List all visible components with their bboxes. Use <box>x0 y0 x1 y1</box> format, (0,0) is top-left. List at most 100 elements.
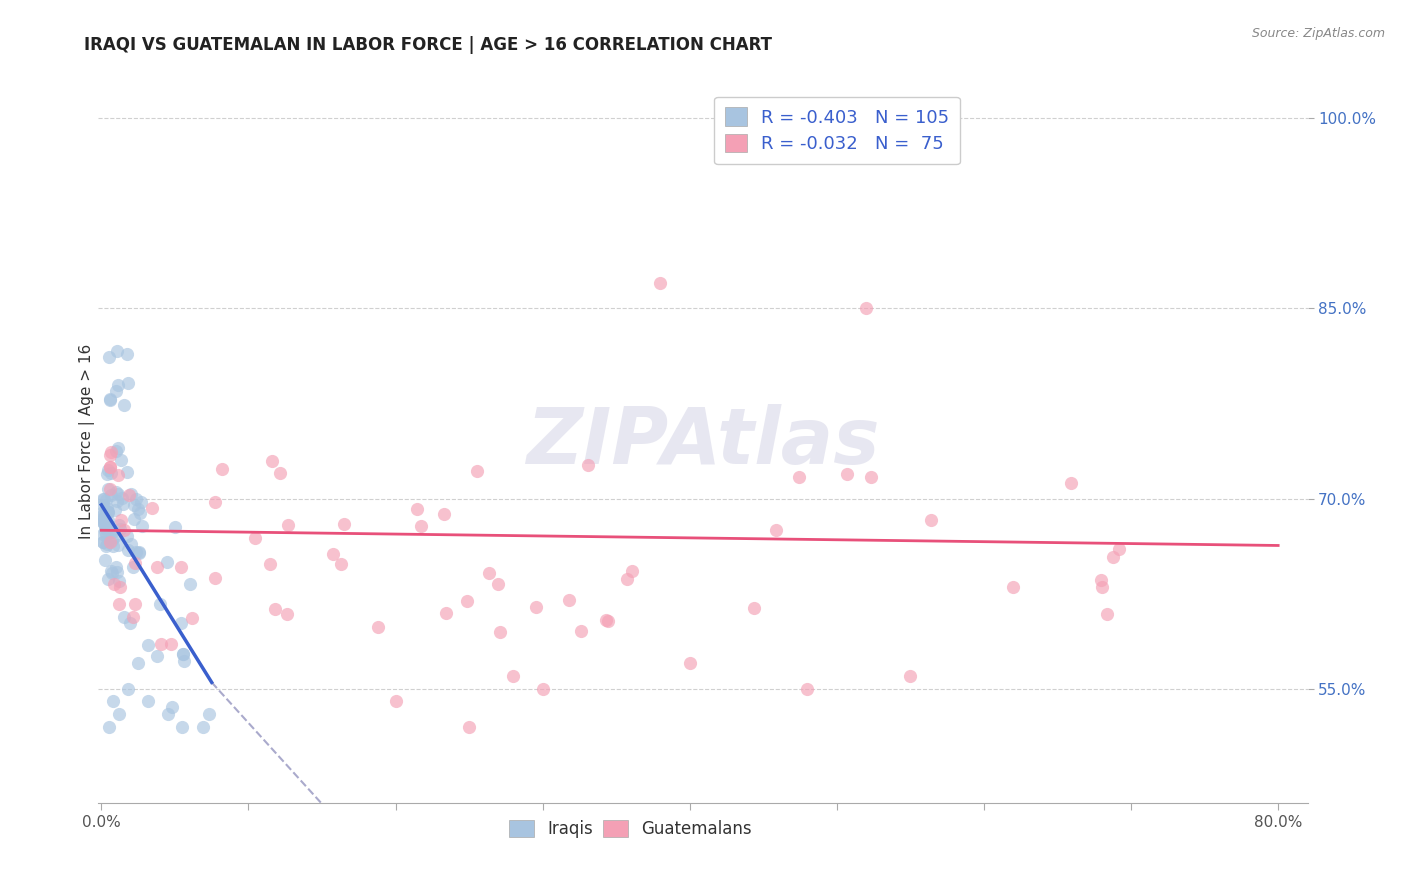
Point <box>124 598 146 612</box>
Point <box>576 458 599 472</box>
Point <box>97 505 120 519</box>
Point <box>104 560 127 574</box>
Point <box>91 535 114 549</box>
Point <box>502 669 524 683</box>
Point <box>127 657 149 671</box>
Point <box>179 577 201 591</box>
Point <box>489 624 512 639</box>
Point <box>117 681 139 696</box>
Point <box>97 505 120 519</box>
Point <box>163 519 186 533</box>
Point <box>98 392 121 407</box>
Text: Source: ZipAtlas.com: Source: ZipAtlas.com <box>1251 27 1385 40</box>
Point <box>108 574 131 588</box>
Point <box>107 538 129 552</box>
Point <box>124 557 146 571</box>
Point <box>91 516 114 530</box>
Point <box>204 571 226 585</box>
Point <box>94 528 117 542</box>
Point <box>101 533 124 548</box>
Point <box>97 519 120 533</box>
Point <box>1060 475 1083 490</box>
Point <box>124 498 146 512</box>
Point <box>100 467 122 481</box>
Point <box>108 597 131 611</box>
Point <box>105 384 128 398</box>
Point <box>160 700 183 714</box>
Point <box>96 467 118 481</box>
Point <box>108 523 131 537</box>
Point <box>103 530 125 544</box>
Point <box>181 611 204 625</box>
Point <box>465 464 488 478</box>
Point <box>558 593 581 607</box>
Point <box>191 720 214 734</box>
Point <box>94 519 117 533</box>
Point <box>107 486 129 500</box>
Point <box>97 572 120 586</box>
Point <box>150 637 173 651</box>
Point <box>620 564 643 578</box>
Point <box>329 557 352 571</box>
Text: ZIPAtlas: ZIPAtlas <box>526 403 880 480</box>
Point <box>110 453 132 467</box>
Point <box>97 350 120 364</box>
Point <box>108 517 131 532</box>
Point <box>91 505 114 519</box>
Point <box>100 445 122 459</box>
Point <box>94 522 117 536</box>
Point <box>486 576 509 591</box>
Point <box>103 577 125 591</box>
Point <box>277 518 299 533</box>
Point <box>94 553 117 567</box>
Point <box>900 669 922 683</box>
Point <box>478 566 501 580</box>
Point <box>93 524 115 539</box>
Point <box>91 508 114 522</box>
Legend: Iraqis, Guatemalans: Iraqis, Guatemalans <box>502 814 759 845</box>
Point <box>204 495 226 509</box>
Point <box>789 469 811 483</box>
Point <box>146 560 169 574</box>
Point <box>97 720 120 734</box>
Point <box>128 545 150 559</box>
Point <box>111 497 134 511</box>
Point <box>129 506 152 520</box>
Point <box>97 483 120 497</box>
Point <box>616 573 638 587</box>
Point <box>170 559 193 574</box>
Point <box>100 488 122 502</box>
Point <box>170 615 193 630</box>
Point <box>411 518 433 533</box>
Point <box>1108 541 1130 556</box>
Point <box>110 513 132 527</box>
Point <box>122 512 145 526</box>
Point <box>91 513 114 527</box>
Point <box>98 448 121 462</box>
Point <box>94 508 117 523</box>
Point <box>105 344 128 359</box>
Point <box>434 606 457 620</box>
Point <box>96 505 118 519</box>
Point <box>120 486 142 500</box>
Point <box>596 614 619 628</box>
Point <box>920 513 942 527</box>
Point <box>104 502 127 516</box>
Point <box>97 463 120 477</box>
Point <box>105 485 128 500</box>
Point <box>172 720 194 734</box>
Point <box>117 376 139 390</box>
Point <box>107 468 129 483</box>
Point <box>172 647 194 661</box>
Point <box>98 482 121 496</box>
Point <box>1002 580 1025 594</box>
Point <box>105 493 128 508</box>
Point <box>115 529 138 543</box>
Point <box>91 516 114 530</box>
Point <box>458 720 481 734</box>
Point <box>1095 607 1118 621</box>
Point <box>91 498 114 512</box>
Point <box>108 707 131 722</box>
Point <box>796 681 818 696</box>
Point <box>101 566 124 581</box>
